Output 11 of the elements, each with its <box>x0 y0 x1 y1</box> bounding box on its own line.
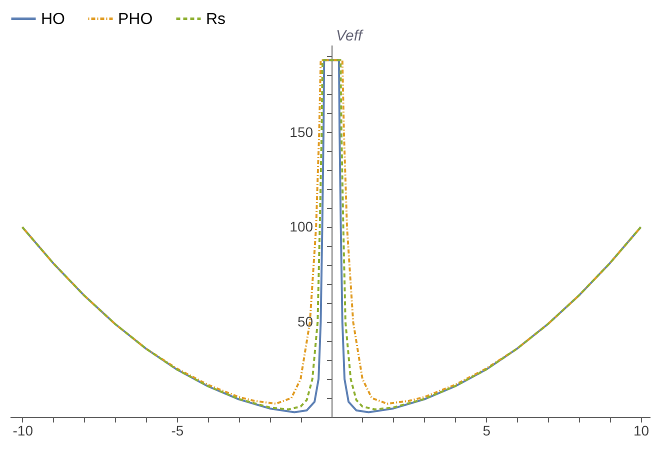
x-tick-label: 10 <box>633 422 650 438</box>
legend-label: PHO <box>118 10 153 28</box>
y-tick-label: 100 <box>290 218 314 235</box>
legend-label: Rs <box>206 10 226 28</box>
x-tick-label: -10 <box>12 422 34 438</box>
y-axis-title: Veff <box>336 28 364 44</box>
y-tick-label: 50 <box>297 314 314 330</box>
x-tick-label: -5 <box>171 422 184 438</box>
x-tick-label: 5 <box>482 422 491 438</box>
y-tick-label: 150 <box>290 124 314 140</box>
legend-label: HO <box>41 10 65 28</box>
